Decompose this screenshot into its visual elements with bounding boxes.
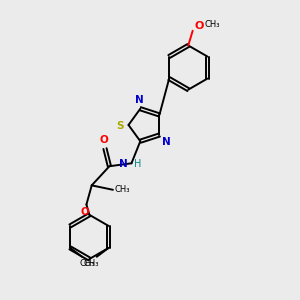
Text: H: H	[134, 159, 141, 169]
Text: N: N	[162, 137, 170, 147]
Text: CH₃: CH₃	[114, 185, 130, 194]
Text: S: S	[117, 121, 124, 130]
Text: O: O	[81, 208, 90, 218]
Text: N: N	[135, 95, 143, 105]
Text: O: O	[194, 21, 203, 31]
Text: O: O	[99, 135, 108, 145]
Text: CH₃: CH₃	[80, 259, 95, 268]
Text: CH₃: CH₃	[83, 259, 99, 268]
Text: CH₃: CH₃	[205, 20, 220, 29]
Text: N: N	[119, 159, 128, 169]
